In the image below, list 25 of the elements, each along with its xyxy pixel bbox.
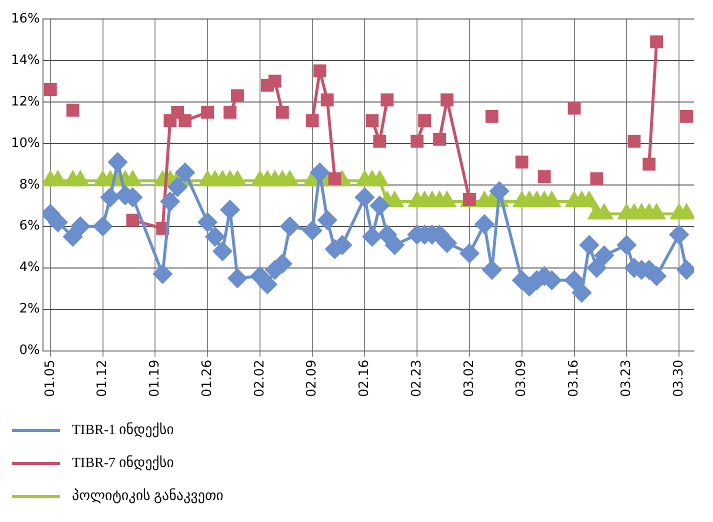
x-tick-label: 02.16 bbox=[357, 360, 372, 397]
x-tick-label: 03.23 bbox=[619, 360, 634, 397]
x-tick-label: 01.05 bbox=[42, 360, 58, 397]
y-tick-label: 0% bbox=[19, 343, 40, 358]
x-tick-label: 03.02 bbox=[462, 360, 477, 397]
y-tick-label: 10% bbox=[10, 136, 40, 151]
y-tick-label: 8% bbox=[19, 177, 40, 192]
y-tick-label: 14% bbox=[10, 52, 40, 68]
legend-label: TIBR-7 ინდექსი bbox=[72, 455, 174, 472]
x-tick-label: 03.09 bbox=[514, 360, 530, 397]
x-tick-label: 03.16 bbox=[566, 360, 582, 397]
y-tick-label: 12% bbox=[10, 94, 40, 110]
x-tick-label: 01.19 bbox=[148, 360, 163, 397]
legend-label: პოლიტიკის განაკვეთი bbox=[72, 488, 224, 505]
y-tick-label: 2% bbox=[19, 302, 40, 317]
y-tick-label: 6% bbox=[19, 218, 40, 234]
x-tick-label: 01.12 bbox=[95, 360, 110, 397]
x-tick-label: 03.30 bbox=[671, 360, 686, 397]
y-tick-label: 16% bbox=[10, 11, 40, 26]
x-tick-label: 02.23 bbox=[409, 360, 424, 397]
x-tick-label: 02.09 bbox=[304, 360, 320, 397]
x-tick-label: 01.26 bbox=[200, 360, 215, 397]
legend-label: TIBR-1 ინდექსი bbox=[72, 422, 174, 439]
y-tick-label: 4% bbox=[19, 260, 40, 276]
x-tick-label: 02.02 bbox=[252, 360, 268, 397]
